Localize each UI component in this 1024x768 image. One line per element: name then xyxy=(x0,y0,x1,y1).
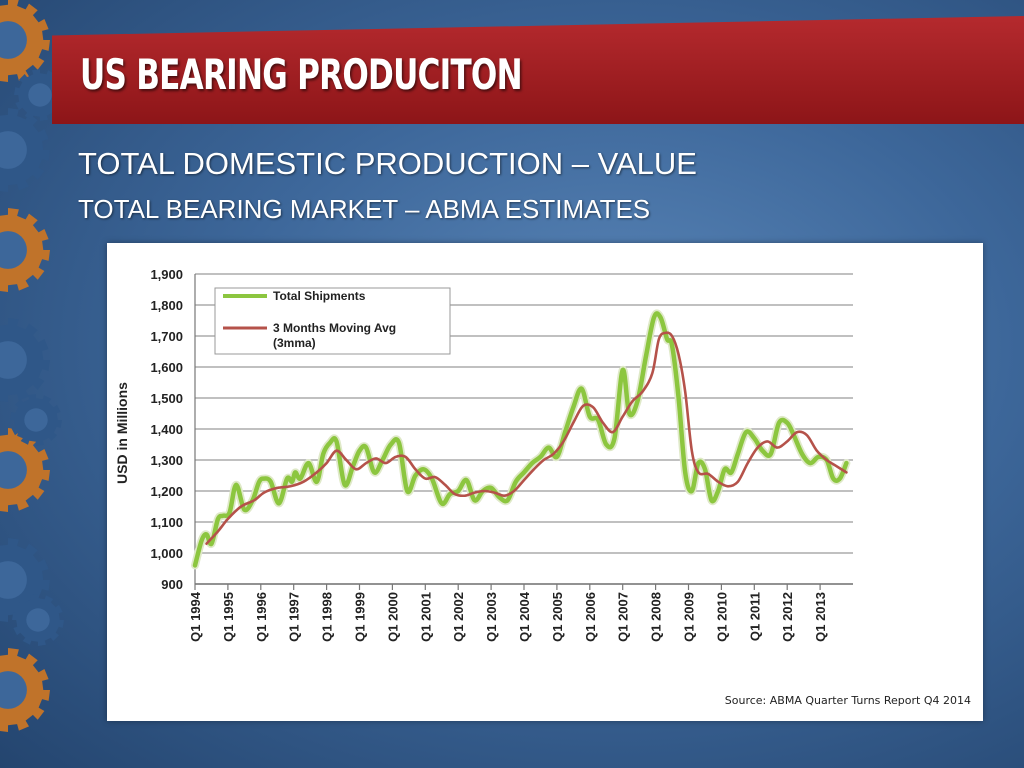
x-tick-label: Q1 2013 xyxy=(813,592,828,642)
y-tick-label: 1,200 xyxy=(150,484,183,499)
slide-title: US BEARING PRODUCITON xyxy=(80,50,523,99)
legend-label-moving-avg: 3 Months Moving Avg (3mma) xyxy=(273,321,396,350)
y-tick-label: 1,100 xyxy=(150,515,183,530)
y-tick-label: 1,000 xyxy=(150,546,183,561)
chart-legend: Total Shipments 3 Months Moving Avg (3mma… xyxy=(214,287,451,355)
blue-gear-icon xyxy=(0,108,50,192)
legend-label-line: 3 Months Moving Avg xyxy=(273,321,396,335)
blue-gear-icon xyxy=(10,394,62,446)
x-tick-label: Q1 2009 xyxy=(682,592,697,642)
slide-subtitle-secondary: TOTAL BEARING MARKET – ABMA ESTIMATES xyxy=(78,194,651,224)
data-series xyxy=(191,309,851,570)
source-note: Source: ABMA Quarter Turns Report Q4 201… xyxy=(724,694,971,707)
x-tick-label: Q1 2008 xyxy=(649,592,664,642)
legend-label-line: (3mma) xyxy=(273,336,316,350)
title-banner xyxy=(52,16,1024,124)
y-tick-label: 1,300 xyxy=(150,453,183,468)
line-chart: 900 1,000 1,100 1,200 1,300 1,400 1,500 1,600 1,… xyxy=(114,267,853,642)
y-tick-label: 1,700 xyxy=(150,329,183,344)
y-tick-label: 1,800 xyxy=(150,298,183,313)
x-tick-label: Q1 2001 xyxy=(418,592,433,642)
blue-gear-icon xyxy=(0,318,50,402)
x-tick-label: Q1 2012 xyxy=(780,592,795,642)
chart-panel: 900 1,000 1,100 1,200 1,300 1,400 1,500 1,600 1,… xyxy=(107,243,983,721)
blue-gear-icon xyxy=(12,594,64,646)
orange-gear-icon xyxy=(0,428,50,512)
x-tick-label: Q1 1995 xyxy=(221,592,236,642)
y-axis-ticks: 900 1,000 1,100 1,200 1,300 1,400 1,500 1,600 1,… xyxy=(150,267,183,592)
x-tick-label: Q1 2002 xyxy=(451,592,466,642)
y-axis-label: USD in Millions xyxy=(114,382,130,484)
x-axis-ticks: Q1 1994 Q1 1995 Q1 1996 Q1 1997 Q1 1998 Q1 19… xyxy=(188,584,828,642)
y-tick-label: 1,600 xyxy=(150,360,183,375)
x-tick-label: Q1 2000 xyxy=(385,592,400,642)
legend-box xyxy=(214,287,451,355)
y-tick-label: 1,500 xyxy=(150,391,183,406)
x-tick-label: Q1 2004 xyxy=(517,591,532,642)
y-tick-label: 900 xyxy=(161,577,183,592)
x-tick-label: Q1 2006 xyxy=(583,592,598,642)
x-tick-label: Q1 2005 xyxy=(550,592,565,642)
x-tick-label: Q1 1998 xyxy=(320,592,335,642)
x-tick-label: Q1 2003 xyxy=(484,592,499,642)
series-line-shipments xyxy=(192,311,849,568)
y-tick-label: 1,400 xyxy=(150,422,183,437)
x-tick-label: Q1 1994 xyxy=(188,591,203,642)
orange-gear-icon xyxy=(0,0,50,82)
orange-gear-icon xyxy=(0,648,50,732)
x-tick-label: Q1 1996 xyxy=(254,592,269,642)
x-tick-label: Q1 2011 xyxy=(747,592,762,641)
x-tick-label: Q1 1997 xyxy=(287,592,302,642)
orange-gear-icon xyxy=(0,208,50,292)
y-tick-label: 1,900 xyxy=(150,267,183,282)
legend-label-shipments: Total Shipments xyxy=(273,289,366,303)
series-line-moving-avg xyxy=(205,331,848,545)
x-tick-label: Q1 1999 xyxy=(353,592,368,642)
slide-subtitle-primary: TOTAL DOMESTIC PRODUCTION – VALUE xyxy=(78,146,697,181)
x-tick-label: Q1 2007 xyxy=(616,592,631,642)
x-tick-label: Q1 2010 xyxy=(714,592,729,642)
